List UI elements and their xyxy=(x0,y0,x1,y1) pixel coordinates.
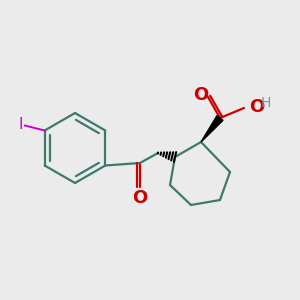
Polygon shape xyxy=(201,116,223,142)
Text: O: O xyxy=(132,189,148,207)
Text: O: O xyxy=(194,86,208,104)
Text: I: I xyxy=(18,117,23,132)
Text: O: O xyxy=(249,98,264,116)
Text: H: H xyxy=(261,96,272,110)
